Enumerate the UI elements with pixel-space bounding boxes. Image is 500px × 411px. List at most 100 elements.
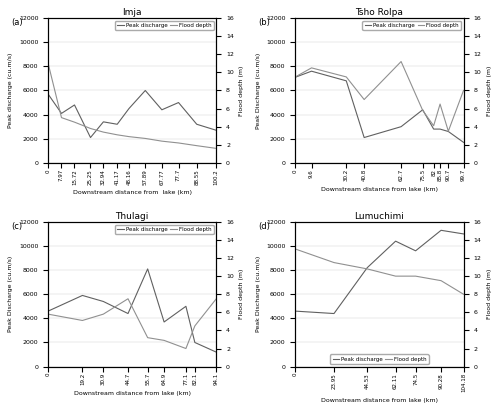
Flood depth <box>58 115 64 120</box>
Title: Imja: Imja <box>122 8 142 17</box>
Flood depth <box>159 139 165 143</box>
Flood depth <box>45 312 51 316</box>
Line: Flood depth: Flood depth <box>48 63 216 148</box>
Flood depth <box>361 97 367 102</box>
Flood depth <box>214 296 220 301</box>
Flood depth <box>292 247 298 252</box>
Peak discharge <box>398 124 404 129</box>
Y-axis label: Peak Discharge (cu.m/s): Peak Discharge (cu.m/s) <box>8 256 14 332</box>
Peak discharge <box>214 128 220 133</box>
Y-axis label: Flood depth (m): Flood depth (m) <box>486 269 492 319</box>
Flood depth <box>80 318 86 323</box>
Peak discharge <box>142 88 148 93</box>
Title: Thulagi: Thulagi <box>116 212 149 221</box>
X-axis label: Downstream distance from lake (km): Downstream distance from lake (km) <box>74 391 190 396</box>
Flood depth <box>392 274 398 279</box>
Peak discharge <box>125 311 131 316</box>
Line: Flood depth: Flood depth <box>296 62 464 131</box>
Peak discharge <box>58 111 64 116</box>
Peak discharge <box>100 299 106 304</box>
Text: (d): (d) <box>258 222 270 231</box>
Peak discharge <box>331 311 337 316</box>
Flood depth <box>100 129 106 134</box>
Peak discharge <box>460 140 466 145</box>
Flood depth <box>192 323 198 328</box>
Flood depth <box>142 136 148 141</box>
Y-axis label: Flood depth (m): Flood depth (m) <box>240 269 244 319</box>
Line: Peak discharge: Peak discharge <box>296 230 464 314</box>
Text: (a): (a) <box>11 18 22 27</box>
Y-axis label: Peak discharge (cu.m/s): Peak discharge (cu.m/s) <box>8 53 14 128</box>
Peak discharge <box>292 309 298 314</box>
Flood depth <box>45 61 51 66</box>
Peak discharge <box>344 79 349 83</box>
Peak discharge <box>364 265 370 270</box>
Peak discharge <box>159 107 165 112</box>
Peak discharge <box>45 92 51 97</box>
X-axis label: Downstream distance from lake (km): Downstream distance from lake (km) <box>321 398 438 403</box>
X-axis label: Downstream distance from lake (km): Downstream distance from lake (km) <box>321 187 438 192</box>
Peak discharge <box>45 309 51 314</box>
Flood depth <box>114 132 120 137</box>
Flood depth <box>88 126 94 131</box>
Peak discharge <box>412 248 418 253</box>
Peak discharge <box>292 75 298 80</box>
Flood depth <box>125 296 131 301</box>
Y-axis label: Flood depth (m): Flood depth (m) <box>240 65 244 115</box>
Flood depth <box>72 120 78 125</box>
Flood depth <box>420 108 426 113</box>
Line: Peak discharge: Peak discharge <box>48 269 216 352</box>
Flood depth <box>100 312 106 316</box>
Flood depth <box>437 102 443 106</box>
Legend: Peak discharge, Flood depth: Peak discharge, Flood depth <box>115 21 214 30</box>
Y-axis label: Peak Discharge (cu.m/s): Peak Discharge (cu.m/s) <box>256 256 260 332</box>
Peak discharge <box>88 135 94 140</box>
Flood depth <box>161 338 167 343</box>
Flood depth <box>398 59 404 64</box>
Legend: Peak discharge, Flood depth: Peak discharge, Flood depth <box>330 354 428 364</box>
Peak discharge <box>183 304 189 309</box>
Peak discharge <box>72 102 78 107</box>
Text: (b): (b) <box>258 18 270 27</box>
Peak discharge <box>437 127 443 132</box>
Title: Lumuchimi: Lumuchimi <box>354 212 405 221</box>
Peak discharge <box>392 239 398 244</box>
Flood depth <box>176 141 182 145</box>
Peak discharge <box>176 100 182 105</box>
Peak discharge <box>144 266 150 271</box>
Flood depth <box>364 266 370 271</box>
Flood depth <box>412 274 418 279</box>
Flood depth <box>194 143 200 148</box>
Line: Peak discharge: Peak discharge <box>296 71 464 142</box>
Peak discharge <box>460 231 466 236</box>
Peak discharge <box>214 350 220 355</box>
Peak discharge <box>438 228 444 233</box>
Flood depth <box>144 335 150 340</box>
Flood depth <box>460 88 466 93</box>
Flood depth <box>344 74 349 79</box>
Line: Flood depth: Flood depth <box>48 299 216 349</box>
Peak discharge <box>308 69 314 74</box>
Flood depth <box>214 146 220 151</box>
Peak discharge <box>194 122 200 127</box>
Peak discharge <box>80 293 86 298</box>
Peak discharge <box>430 127 436 132</box>
Line: Peak discharge: Peak discharge <box>48 90 216 138</box>
Peak discharge <box>446 129 452 134</box>
Legend: Peak discharge, Flood depth: Peak discharge, Flood depth <box>362 21 460 30</box>
Flood depth <box>126 134 132 139</box>
Peak discharge <box>100 119 106 124</box>
Flood depth <box>292 74 298 79</box>
Y-axis label: Flood depth (m): Flood depth (m) <box>486 65 492 115</box>
Flood depth <box>331 260 337 265</box>
Flood depth <box>308 65 314 70</box>
Flood depth <box>438 278 444 283</box>
Peak discharge <box>126 106 132 111</box>
X-axis label: Downstream distance from  lake (km): Downstream distance from lake (km) <box>72 190 192 195</box>
Peak discharge <box>192 340 198 345</box>
Peak discharge <box>361 135 367 140</box>
Peak discharge <box>420 107 426 112</box>
Title: Tsho Rolpa: Tsho Rolpa <box>356 8 404 17</box>
Flood depth <box>430 123 436 128</box>
Flood depth <box>446 129 452 134</box>
